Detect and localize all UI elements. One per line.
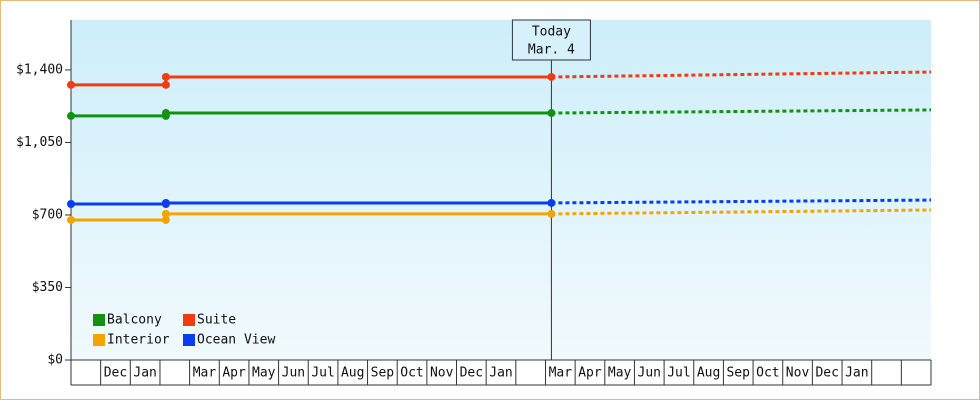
x-tick-label: Jan [845,366,868,381]
point [67,80,75,89]
x-tick-label: Jan [133,366,156,381]
today-box [511,19,591,61]
x-tick-label: Jun [638,366,661,381]
x-tick-label: Jan [489,366,512,381]
x-tick-label: Oct [400,366,423,381]
point [67,111,75,120]
x-tick-label: Dec [460,366,483,381]
legend-label: Interior [107,333,170,348]
point [547,209,556,218]
x-tick-label: Dec [815,366,838,381]
forecast-line [551,208,932,216]
legend-swatch [93,334,105,346]
x-tick-label: May [608,366,632,381]
x-tick-label: Jul [311,366,334,381]
legend-swatch [93,314,105,326]
x-tick-label: Oct [756,366,779,381]
series-line [71,201,552,206]
plot-area [71,20,931,360]
legend-label: Suite [197,313,236,328]
legend-label: Ocean View [197,333,275,348]
x-tick-label: Mar [549,366,573,381]
forecast-line [551,108,932,115]
point [161,72,170,81]
today-date: Mar. 4 [528,43,575,58]
point [67,215,75,224]
point [67,199,75,208]
legend-swatch [183,334,195,346]
x-tick-label: May [252,366,276,381]
point [547,109,556,118]
x-tick-label: Sep [726,366,750,381]
x-tick-label: Sep [371,366,395,381]
point [547,198,556,207]
legend-label: Balcony [107,313,162,328]
forecast-line [551,198,932,205]
x-tick-label: Mar [193,366,217,381]
today-title: Today [532,25,571,40]
y-tick-label: $1,400 [16,62,63,77]
point [547,72,556,81]
x-tick-label: Apr [222,366,246,381]
point [161,198,170,207]
y-tick-label: $700 [32,207,63,222]
point [161,109,170,118]
point [161,209,170,218]
forecast-line [551,70,932,79]
x-tick-label: Dec [104,366,127,381]
x-tick-label: Aug [697,366,720,381]
y-tick-label: $1,050 [16,135,63,150]
x-tick-label: Jun [282,366,305,381]
x-tick-label: Apr [578,366,602,381]
point [161,215,170,224]
x-tick-label: Jul [667,366,690,381]
point [161,80,170,89]
y-tick-label: $350 [32,280,63,295]
x-tick-label: Aug [341,366,364,381]
y-tick-label: $0 [47,353,63,368]
x-tick-label: Nov [786,366,810,381]
legend-swatch [183,314,195,326]
x-tick-label: Nov [430,366,454,381]
